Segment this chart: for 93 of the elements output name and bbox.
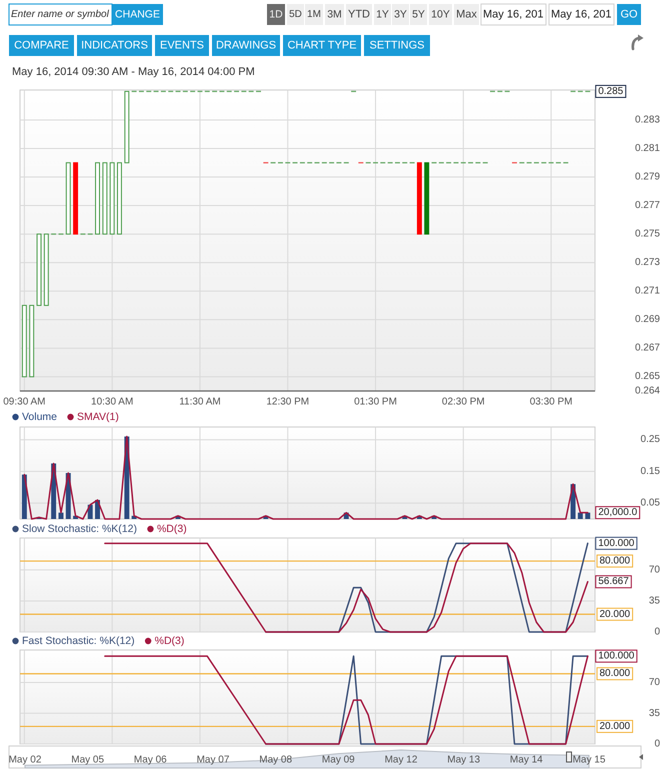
x-tick-label: May 15 [572, 754, 606, 766]
x-tick-label: 10:30 AM [91, 396, 134, 408]
y-tick-label: 0.283 [634, 114, 660, 126]
y-tick-label: 0.279 [634, 172, 660, 183]
y-tick-label: 0.277 [634, 200, 660, 212]
y-tick-label: 0.05 [640, 498, 660, 509]
text: INDICATORS [81, 40, 148, 52]
text: 5D [289, 9, 302, 20]
x-tick-label: May 09 [322, 754, 356, 766]
x-tick-label: May 02 [8, 754, 42, 766]
text: COMPARE [14, 40, 69, 52]
y-tick-label: 0.15 [640, 466, 660, 477]
candlestick [416, 162, 422, 235]
line-series [24, 436, 588, 520]
text: May 16, 201 [551, 8, 612, 20]
annotation: 0.285 [598, 86, 624, 97]
data-label: 100.000 [598, 650, 635, 662]
x-tick-label: 12:30 PM [266, 396, 310, 408]
legend-label: Fast Stochastic: %K(12) [22, 635, 135, 647]
chart-title: May 16, 2014 09:30 AM - May 16, 2014 04:00 PM [12, 66, 255, 78]
candlestick [102, 162, 108, 235]
y-tick-label: 0.281 [634, 142, 660, 154]
text: SETTINGS [369, 40, 425, 52]
bar [585, 512, 590, 519]
candlestick [95, 162, 100, 235]
text: GO [620, 8, 638, 20]
line-series [104, 655, 588, 745]
candlestick [116, 162, 122, 235]
bar [578, 512, 583, 519]
text: 1D [269, 8, 284, 20]
text: 1Y [376, 8, 389, 20]
text: Enter name or symbol [11, 9, 110, 20]
ref-line-label: 20.000 [600, 720, 631, 732]
candlestick [124, 90, 130, 164]
text: May 16, 201 [483, 8, 544, 20]
x-tick-label: 03:30 PM [530, 396, 573, 408]
y-tick-label: 35 [648, 595, 660, 606]
text: 3M [327, 8, 342, 20]
data-label: 56.667 [598, 576, 630, 588]
ref-line-label: 80.000 [600, 556, 631, 567]
data-label: 100.000 [598, 538, 635, 549]
annotation: 20,000.0 [598, 507, 638, 518]
legend-label: Slow Stochastic: %K(12) [22, 523, 137, 535]
x-tick-label: May 13 [447, 754, 480, 766]
x-tick-label: May 06 [134, 754, 168, 766]
y-tick-label: 0.269 [634, 314, 660, 326]
y-tick-label: 35 [648, 708, 660, 719]
text: 3Y [394, 8, 407, 20]
legend-label: %D(3) [156, 523, 187, 535]
text: Max [456, 8, 478, 20]
x-tick-label: May 07 [196, 754, 230, 766]
candlestick [110, 162, 115, 235]
text: DRAWINGS [216, 40, 276, 52]
y-tick-label: 0.275 [634, 228, 660, 240]
candlestick [22, 304, 27, 378]
text: CHANGE [115, 8, 160, 20]
bar [58, 512, 64, 519]
x-tick-label: 09:30 AM [3, 396, 46, 408]
legend-label: Volume [22, 411, 58, 423]
x-tick-label: 11:30 AM [179, 396, 221, 408]
candlestick [44, 234, 49, 306]
y-tick-label: 70 [648, 564, 660, 576]
y-tick-label: 70 [648, 677, 660, 688]
y-tick-label: 0 [654, 626, 660, 638]
ref-line-label: 20.000 [600, 608, 631, 620]
legend-label: SMAV(1) [77, 411, 119, 423]
text: 1M [307, 9, 321, 20]
x-tick-label: May 05 [71, 754, 104, 766]
y-tick-label: 0.265 [634, 371, 660, 382]
x-tick-label: 01:30 PM [354, 396, 397, 408]
y-tick-label: 0.273 [634, 257, 660, 268]
text: EVENTS [160, 40, 204, 52]
text: 5Y [412, 8, 425, 20]
text: CHART TYPE [287, 40, 357, 52]
x-tick-label: May 14 [510, 754, 544, 766]
y-tick-label: 0 [654, 738, 660, 750]
ref-line-label: 80.000 [600, 668, 631, 680]
candlestick [36, 234, 42, 306]
x-tick-label: May 08 [259, 754, 292, 766]
y-tick-label: 0.271 [634, 286, 660, 297]
y-tick-label: 0.267 [634, 342, 660, 354]
y-tick-label: 0.264 [634, 386, 660, 396]
y-tick-label: 0.25 [640, 434, 660, 446]
x-tick-label: May 12 [384, 754, 418, 766]
legend-label: %D(3) [154, 635, 184, 647]
text: YTD [348, 8, 370, 20]
text: 10Y [431, 8, 450, 20]
line-series [104, 542, 588, 633]
x-tick-label: 02:30 PM [442, 396, 485, 408]
candlestick [66, 162, 71, 235]
candlestick [424, 162, 430, 235]
candlestick [73, 162, 78, 235]
candlestick [29, 304, 34, 378]
